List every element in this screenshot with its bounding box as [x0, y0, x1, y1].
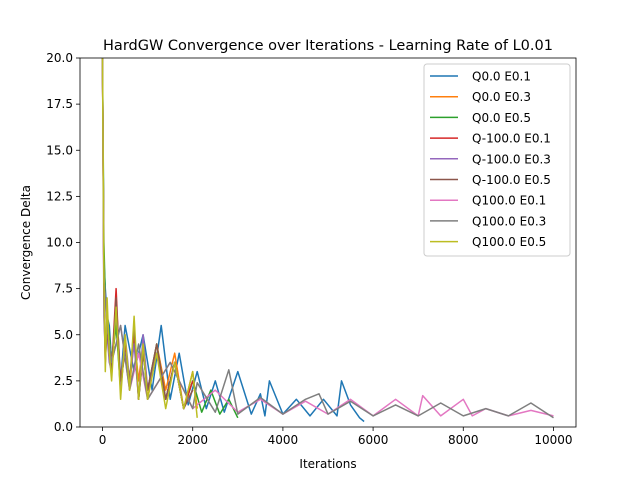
legend-label-5: Q-100.0 E0.5	[472, 173, 551, 187]
x-axis-label: Iterations	[299, 457, 356, 471]
y-tick-label: 5.0	[54, 328, 73, 342]
series-line-7	[101, 57, 554, 419]
legend-items: Q0.0 E0.1 Q0.0 E0.3 Q0.0 E0.5 Q-100.0 E0.1 Q…	[430, 70, 551, 249]
y-tick-label: 2.5	[54, 374, 73, 388]
series-line-8	[101, 57, 198, 418]
y-tick-label: 15.0	[46, 143, 73, 157]
legend-label-0: Q0.0 E0.1	[472, 70, 531, 84]
legend-label-3: Q-100.0 E0.1	[472, 132, 551, 146]
y-tick-label: 0.0	[54, 420, 73, 434]
legend-label-7: Q100.0 E0.3	[472, 214, 546, 228]
y-tick-label: 7.5	[54, 282, 73, 296]
legend-label-8: Q100.0 E0.5	[472, 235, 546, 249]
y-tick-label: 20.0	[46, 51, 73, 65]
legend-label-6: Q100.0 E0.1	[472, 194, 546, 208]
chart-title: HardGW Convergence over Iterations - Lea…	[103, 38, 553, 54]
series-layer	[101, 57, 554, 423]
x-tick-label: 8000	[448, 433, 479, 447]
x-axis: 0 2000 4000 6000 8000 10000	[99, 427, 573, 447]
x-tick-label: 10000	[534, 433, 572, 447]
y-axis: 0.0 2.5 5.0 7.5 10.0 12.5 15.0 17.5 20.0	[46, 51, 80, 434]
legend-label-2: Q0.0 E0.5	[472, 111, 531, 125]
y-axis-label: Convergence Delta	[19, 185, 33, 300]
legend-label-1: Q0.0 E0.3	[472, 90, 531, 104]
y-tick-label: 10.0	[46, 236, 73, 250]
legend-box	[423, 63, 571, 257]
x-tick-label: 2000	[177, 433, 208, 447]
legend: Q0.0 E0.1 Q0.0 E0.3 Q0.0 E0.5 Q-100.0 E0.1 Q…	[423, 63, 571, 257]
x-tick-label: 6000	[358, 433, 389, 447]
legend-label-4: Q-100.0 E0.3	[472, 152, 551, 166]
y-tick-label: 12.5	[46, 189, 73, 203]
y-tick-label: 17.5	[46, 97, 73, 111]
x-tick-label: 4000	[268, 433, 299, 447]
x-tick-label: 0	[99, 433, 107, 447]
